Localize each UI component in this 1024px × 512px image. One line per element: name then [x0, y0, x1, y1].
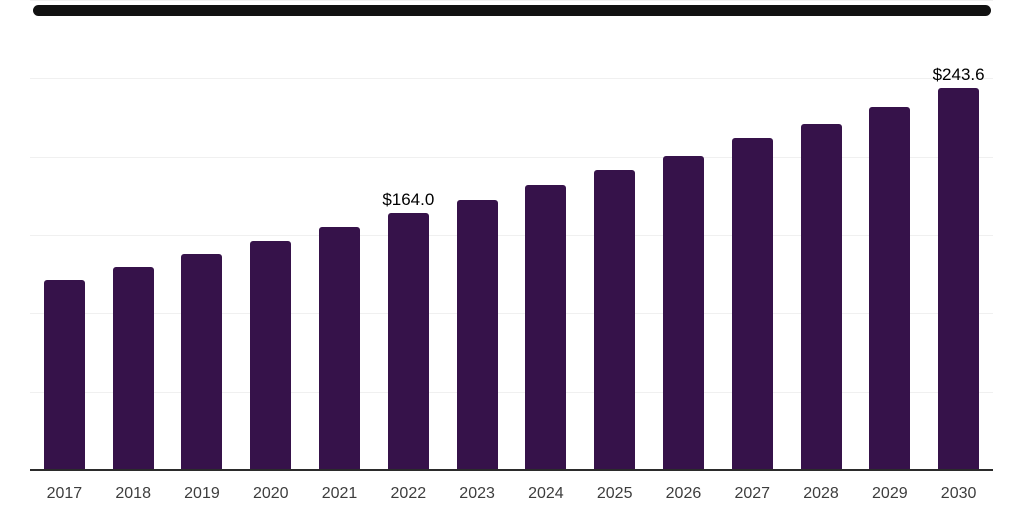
bar-2025[interactable]: [594, 169, 636, 470]
x-tick-label-2028: 2028: [803, 485, 839, 502]
x-tick-label-2027: 2027: [734, 485, 771, 502]
gridline-250: [30, 78, 993, 79]
gridline-200: [30, 157, 993, 158]
bar-2030[interactable]: [938, 88, 980, 470]
x-tick-label-2026: 2026: [665, 485, 702, 502]
bar-2017[interactable]: [43, 279, 85, 470]
x-tick-label-2019: 2019: [184, 485, 220, 502]
bar-2019[interactable]: [181, 253, 223, 470]
gridline-50: [30, 392, 993, 393]
x-tick-label-2029: 2029: [872, 485, 908, 502]
x-tick-label-2017: 2017: [46, 485, 83, 502]
x-tick-label-2024: 2024: [528, 485, 564, 502]
bar-2023[interactable]: [456, 200, 498, 470]
x-axis-line: [30, 469, 993, 471]
bar-2018[interactable]: [112, 266, 154, 470]
gridline-100: [30, 313, 993, 314]
bar-2021[interactable]: [319, 227, 361, 470]
bar-2022[interactable]: [387, 213, 429, 470]
x-tick-label-2030: 2030: [940, 485, 977, 502]
plot-area: [30, 0, 993, 470]
x-tick-label-2020: 2020: [252, 485, 289, 502]
x-tick-label-2018: 2018: [115, 485, 151, 502]
redacted-title-bar: [33, 5, 991, 16]
x-tick-label-2022: 2022: [390, 485, 427, 502]
x-tick-label-2021: 2021: [321, 485, 358, 502]
bar-2026[interactable]: [662, 156, 704, 470]
bar-2020[interactable]: [250, 240, 292, 470]
bar-2027[interactable]: [731, 138, 773, 470]
gridline-150: [30, 235, 993, 236]
bar-2024[interactable]: [525, 185, 567, 470]
gridline-300: [30, 0, 993, 1]
bar-2028[interactable]: [800, 123, 842, 470]
bar-2029[interactable]: [869, 106, 911, 470]
value-label-2022: $164.0: [382, 190, 435, 210]
x-tick-label-2025: 2025: [596, 485, 633, 502]
x-tick-label-2023: 2023: [459, 485, 495, 502]
value-label-2030: $243.6: [932, 65, 985, 85]
